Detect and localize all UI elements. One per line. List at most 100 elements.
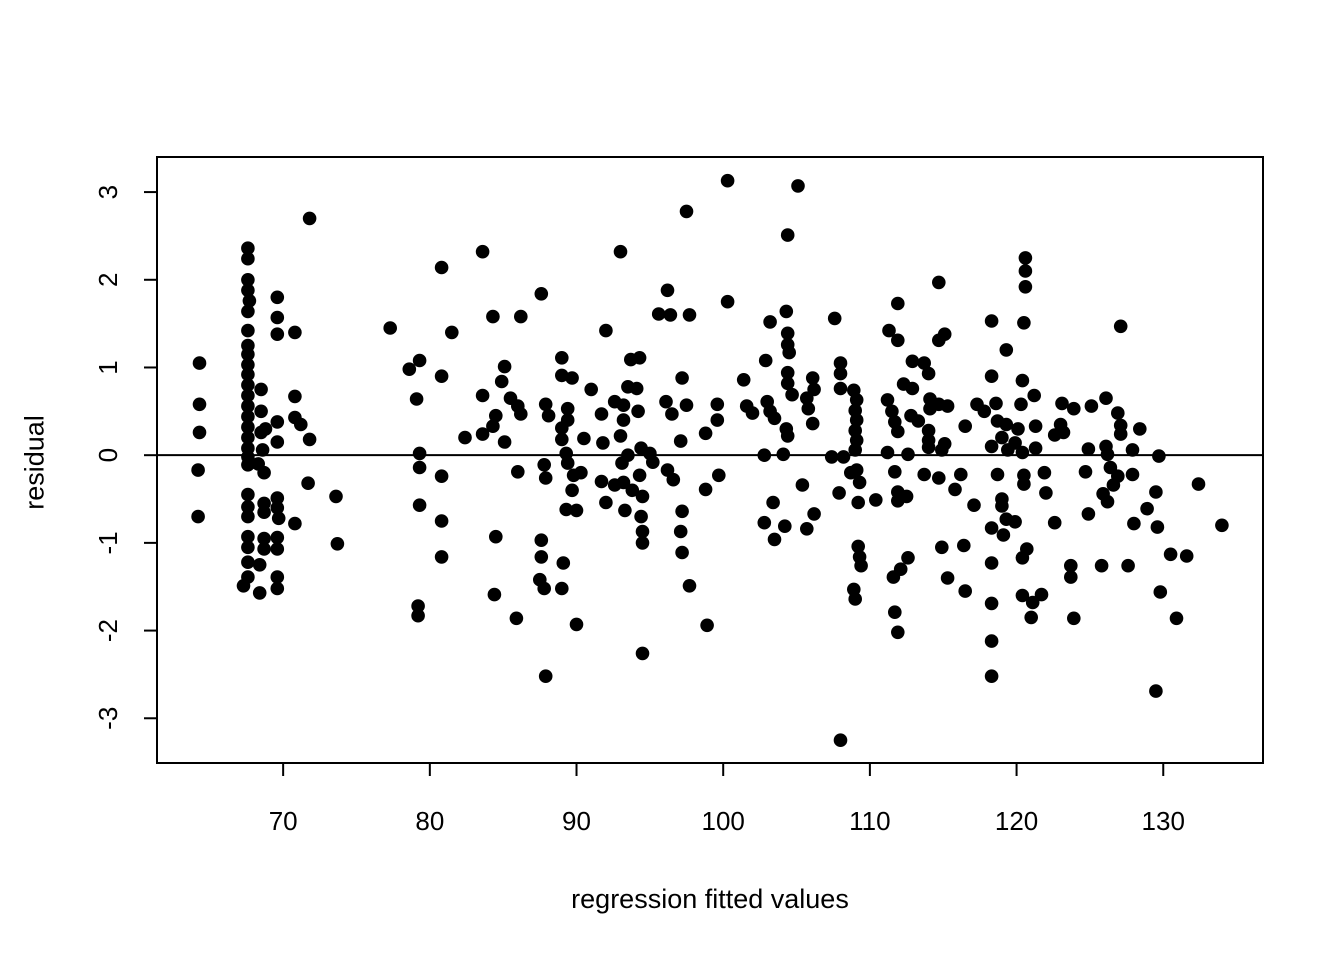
data-point: [257, 505, 271, 519]
data-point: [1015, 588, 1030, 603]
data-point: [301, 476, 315, 491]
data-point: [541, 408, 556, 423]
y-tick-label: -2: [93, 619, 123, 642]
plot-box: [156, 156, 1264, 764]
data-point: [854, 558, 868, 573]
data-point: [241, 283, 255, 298]
data-point: [776, 447, 791, 462]
data-point: [948, 482, 962, 497]
data-point: [805, 371, 820, 385]
data-point: [849, 393, 864, 407]
data-point: [736, 373, 751, 387]
data-point: [241, 420, 255, 434]
data-point: [778, 519, 792, 533]
data-point: [891, 424, 905, 439]
data-point: [882, 323, 896, 338]
data-point: [780, 365, 795, 380]
data-point: [1047, 515, 1062, 530]
data-point: [258, 422, 273, 436]
data-point: [475, 427, 490, 441]
data-point: [833, 381, 848, 396]
data-point: [954, 467, 968, 482]
data-point: [710, 397, 725, 412]
data-point: [616, 413, 631, 427]
x-tick-label: 70: [269, 806, 298, 836]
data-point: [779, 304, 794, 319]
data-point: [1025, 595, 1040, 610]
data-point: [807, 507, 821, 521]
data-point: [254, 382, 268, 397]
data-point: [1125, 467, 1140, 482]
x-tick-label: 110: [849, 806, 890, 836]
data-point: [651, 307, 666, 321]
data-point: [1017, 316, 1031, 330]
data-point: [758, 353, 773, 368]
data-point: [236, 579, 251, 593]
data-point: [434, 469, 449, 484]
x-tick-label: 100: [702, 806, 745, 836]
data-point: [824, 450, 839, 464]
data-point: [560, 401, 575, 416]
data-point: [1081, 507, 1096, 521]
x-tick-label: 90: [562, 806, 591, 836]
data-point: [635, 646, 650, 661]
data-point: [921, 423, 936, 438]
x-axis-title: regression fitted values: [571, 884, 849, 914]
data-point: [270, 491, 285, 505]
data-point: [409, 392, 424, 406]
data-point: [911, 414, 926, 428]
data-point: [745, 406, 760, 420]
data-point: [514, 309, 528, 324]
data-point: [999, 417, 1014, 432]
data-point: [1215, 518, 1229, 533]
data-point: [782, 345, 796, 360]
data-point: [241, 500, 255, 514]
data-point: [241, 273, 255, 287]
data-point: [984, 521, 999, 535]
data-point: [984, 556, 999, 570]
data-point: [1055, 396, 1069, 411]
data-point: [1121, 558, 1135, 573]
data-point: [596, 436, 610, 450]
data-point: [700, 618, 714, 633]
data-point: [1047, 428, 1062, 442]
data-point: [270, 581, 285, 596]
data-point: [555, 351, 569, 365]
data-point: [1113, 319, 1128, 334]
data-point: [555, 368, 569, 383]
data-point: [383, 321, 398, 335]
data-point: [497, 435, 512, 449]
data-point: [1028, 441, 1043, 456]
data-point: [665, 407, 679, 421]
data-point: [1064, 558, 1078, 573]
data-point: [800, 522, 814, 536]
data-point: [486, 419, 500, 434]
data-point: [412, 460, 427, 475]
data-point: [241, 555, 255, 569]
data-point: [785, 387, 799, 402]
data-point: [682, 579, 697, 593]
data-point: [1015, 445, 1030, 460]
data-point: [241, 509, 255, 524]
data-point: [984, 314, 999, 328]
data-point: [270, 501, 285, 515]
data-point: [489, 408, 503, 423]
y-tick-label: 0: [93, 448, 123, 462]
data-point: [613, 244, 628, 259]
data-point: [901, 551, 915, 565]
data-point: [288, 516, 302, 531]
data-point: [1078, 465, 1093, 479]
data-point: [565, 483, 579, 498]
data-point: [615, 456, 629, 470]
data-point: [682, 308, 697, 322]
data-point: [537, 458, 551, 472]
data-point: [241, 367, 255, 382]
data-point: [302, 211, 317, 226]
data-point: [984, 669, 999, 683]
data-point: [660, 283, 675, 298]
data-point: [646, 455, 660, 470]
data-point: [252, 558, 267, 572]
data-point: [556, 556, 571, 570]
data-point: [885, 404, 899, 419]
